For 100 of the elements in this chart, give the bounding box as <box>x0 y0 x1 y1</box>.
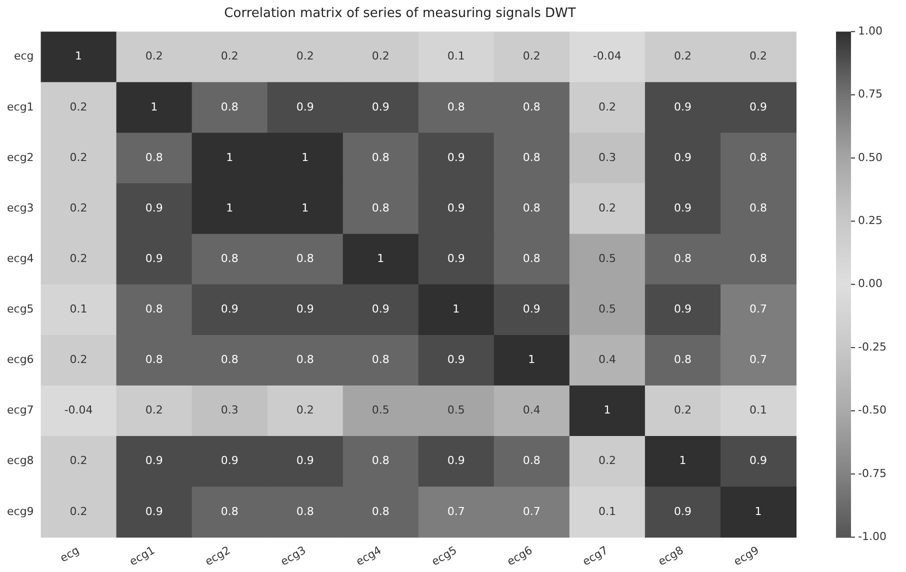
data-label: 0.8 <box>674 353 692 366</box>
data-label: 0.2 <box>70 201 88 214</box>
data-label: 0.3 <box>220 404 238 417</box>
data-label: 0.4 <box>522 404 540 417</box>
data-label: 1 <box>302 150 309 164</box>
data-label: 0.9 <box>674 302 692 316</box>
y-tick-label: ecg5 <box>7 302 34 316</box>
data-label: 0.8 <box>296 252 314 265</box>
data-label: 0.8 <box>522 252 540 265</box>
data-label: 0.2 <box>70 252 88 265</box>
data-label: 0.8 <box>145 302 163 316</box>
data-label: 0.2 <box>598 100 616 114</box>
color-bar-label: 0.75 <box>858 88 882 101</box>
data-label: 0.9 <box>749 454 767 468</box>
x-tick-label: ecg8 <box>656 544 686 568</box>
y-tick-label: ecg3 <box>7 201 34 214</box>
data-label: 0.2 <box>749 50 767 63</box>
x-tick-label: ecg3 <box>278 544 308 568</box>
color-bar-label: 1.00 <box>858 24 882 38</box>
data-label: 0.9 <box>220 302 238 316</box>
data-label: 1 <box>226 201 234 214</box>
data-label: 0.2 <box>522 50 540 63</box>
x-tick-label: ecg5 <box>429 544 460 568</box>
data-label: 1 <box>679 454 686 468</box>
color-bar-label: -0.25 <box>858 340 886 354</box>
data-label: 0.8 <box>372 201 390 214</box>
x-tick-label: ecg7 <box>580 544 610 568</box>
color-bar-label: 0.50 <box>858 150 882 164</box>
data-label: -0.04 <box>592 50 622 63</box>
data-label: 0.8 <box>145 353 163 366</box>
data-label: 0.7 <box>447 504 465 518</box>
data-label: 0.8 <box>220 100 238 114</box>
data-label: 0.9 <box>145 252 163 265</box>
data-label: 0.9 <box>447 150 465 164</box>
data-label: 0.2 <box>145 50 163 63</box>
data-label: 0.2 <box>674 404 692 417</box>
data-label: 0.9 <box>447 454 465 468</box>
y-tick-label: ecg6 <box>7 353 34 366</box>
data-label: 1 <box>452 302 460 316</box>
data-label: 0.9 <box>372 100 390 114</box>
y-tick-label: ecg7 <box>7 404 34 417</box>
data-label: 0.2 <box>296 404 314 417</box>
data-label: 0.2 <box>70 454 88 468</box>
data-label: 0.9 <box>296 302 314 316</box>
data-label: 0.7 <box>522 504 540 518</box>
data-label: 0.2 <box>296 50 314 63</box>
data-label: 0.2 <box>220 50 238 63</box>
data-label: 0.8 <box>220 353 238 366</box>
data-label: 1 <box>528 353 536 366</box>
data-label: 0.8 <box>145 150 163 164</box>
data-label: 1 <box>754 504 762 518</box>
y-tick-label: ecg4 <box>7 252 34 265</box>
data-label: 0.2 <box>70 150 88 164</box>
data-label: 0.9 <box>145 201 163 214</box>
color-bar-label: -1.00 <box>858 530 886 544</box>
data-label: 0.9 <box>749 100 767 114</box>
color-bar-label: 0.25 <box>858 214 882 228</box>
data-label: 0.5 <box>598 302 616 316</box>
data-label: 0.2 <box>145 404 163 417</box>
data-label: 0.8 <box>674 252 692 265</box>
data-label: 1 <box>75 50 82 63</box>
data-label: 0.5 <box>447 404 465 417</box>
data-label: 0.8 <box>296 353 314 366</box>
data-label: 0.2 <box>372 50 390 63</box>
data-label: 0.1 <box>447 50 465 63</box>
data-label: 0.8 <box>749 150 767 164</box>
data-label: 0.9 <box>447 252 465 265</box>
data-label: 0.8 <box>296 504 314 518</box>
color-bar-label: -0.50 <box>858 404 886 417</box>
data-label: 0.3 <box>598 150 616 164</box>
data-label: 1 <box>604 404 611 417</box>
y-tick-label: ecg <box>14 50 34 63</box>
data-label: 0.9 <box>296 454 314 468</box>
data-label: 0.8 <box>372 353 390 366</box>
data-label: 0.8 <box>220 504 238 518</box>
data-label: 1 <box>150 100 158 114</box>
data-label: 0.9 <box>447 201 465 214</box>
data-label: 0.8 <box>372 504 390 518</box>
y-tick-label: ecg2 <box>7 150 34 164</box>
y-tick-label: ecg1 <box>7 100 34 114</box>
y-tick-label: ecg9 <box>7 504 34 518</box>
data-label: 0.8 <box>447 100 465 114</box>
data-label: 0.2 <box>598 454 616 468</box>
data-label: 0.2 <box>674 50 692 63</box>
data-label: 0.8 <box>522 454 540 468</box>
data-label: 0.9 <box>522 302 540 316</box>
color-bar-label: -0.75 <box>858 466 886 480</box>
data-label: 0.2 <box>70 504 88 518</box>
data-label: 0.9 <box>296 100 314 114</box>
data-label: 0.4 <box>598 353 616 366</box>
x-tick-label: ecg4 <box>354 544 384 568</box>
data-label: 0.5 <box>372 404 390 417</box>
data-label: 0.9 <box>674 201 692 214</box>
data-label: 0.7 <box>749 302 767 316</box>
data-label: 0.9 <box>145 454 163 468</box>
data-label: 0.8 <box>522 201 540 214</box>
data-label: 0.8 <box>749 252 767 265</box>
x-tick-label: ecg <box>58 544 82 565</box>
x-tick-label: ecg2 <box>202 544 233 568</box>
data-label: 0.9 <box>220 454 238 468</box>
